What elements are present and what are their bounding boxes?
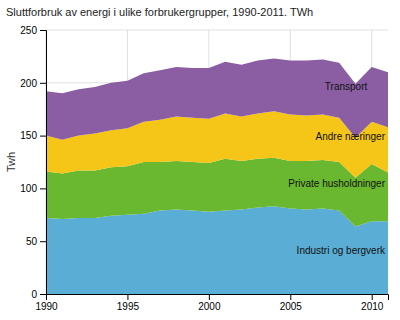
tick-label: 2000	[198, 301, 221, 312]
title: Sluttforbruk av energi i ulike forbruker…	[6, 6, 313, 18]
tick-mark	[40, 294, 46, 295]
tick-mark	[40, 136, 46, 137]
axis-line	[40, 31, 47, 295]
tick-mark	[372, 294, 373, 300]
tick-label: 50	[26, 236, 38, 247]
series-label: Transport	[325, 81, 368, 92]
tick-mark	[127, 294, 128, 300]
tick-label: 200	[20, 78, 37, 89]
chart: 1990 1995 2000 2005 2010 0 50 100 150 200 250 Twh Sl…	[0, 0, 400, 320]
tick: 0	[31, 289, 46, 300]
tick-mark	[290, 294, 291, 300]
tick-mark	[40, 30, 46, 31]
tick-mark	[209, 294, 210, 300]
tick-label: 1995	[117, 301, 140, 312]
tick-label: 0	[31, 289, 37, 300]
y-axis: 0 50 100 150 200 250	[20, 25, 46, 300]
plot-area	[46, 59, 388, 294]
tick: 150	[20, 130, 46, 141]
area	[46, 206, 388, 294]
tick: 2000	[198, 294, 221, 312]
tick-label: 150	[20, 130, 37, 141]
series-label: Andre næringer	[316, 131, 386, 142]
tick-label: 2010	[361, 301, 384, 312]
tick: 200	[20, 78, 46, 89]
tick: 1995	[117, 294, 140, 312]
tick: 1990	[35, 294, 58, 312]
axis-line	[47, 295, 389, 301]
tick: 2010	[361, 294, 384, 312]
y-axis-title: Twh	[5, 152, 17, 172]
series-label: Private husholdninger	[288, 178, 385, 189]
tick-label: 2005	[280, 301, 303, 312]
series-labels: Industri og bergverk Private husholdninge…	[288, 81, 386, 256]
tick-mark	[40, 241, 46, 242]
tick-label: 1990	[35, 301, 58, 312]
tick-label: 250	[20, 25, 37, 36]
tick: 50	[26, 236, 46, 247]
tick: 250	[20, 25, 46, 36]
grid	[46, 30, 388, 294]
tick-label: 100	[20, 183, 37, 194]
tick-mark	[40, 188, 46, 189]
tick: 2005	[280, 294, 303, 312]
grid-line-y	[46, 30, 388, 31]
tick: 100	[20, 183, 46, 194]
area	[46, 59, 388, 140]
tick-mark	[40, 83, 46, 84]
x-axis: 1990 1995 2000 2005 2010	[35, 294, 388, 312]
series-label: Industri og bergverk	[297, 245, 386, 256]
